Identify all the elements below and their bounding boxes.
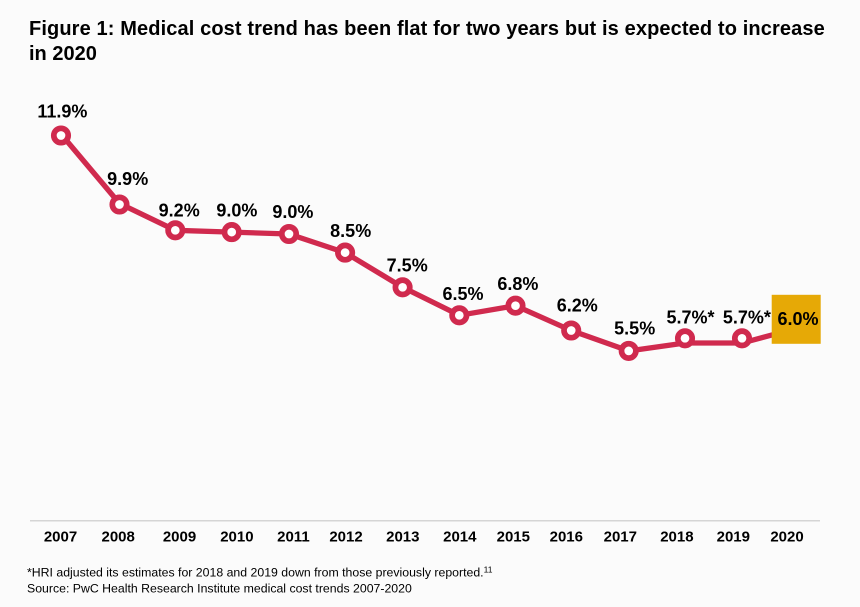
svg-text:6.2%: 6.2% bbox=[557, 296, 598, 316]
svg-text:2012: 2012 bbox=[329, 529, 362, 546]
svg-text:2007: 2007 bbox=[44, 529, 77, 546]
svg-text:11.9%: 11.9% bbox=[37, 102, 87, 122]
svg-text:9.0%: 9.0% bbox=[272, 202, 313, 222]
svg-text:2009: 2009 bbox=[163, 529, 196, 546]
svg-text:6.5%: 6.5% bbox=[442, 284, 483, 304]
svg-text:*HRI adjusted its estimates fo: *HRI adjusted its estimates for 2018 and… bbox=[27, 565, 493, 580]
svg-text:6.8%: 6.8% bbox=[497, 274, 538, 294]
svg-text:Figure 1: Medical cost trend h: Figure 1: Medical cost trend has been fl… bbox=[29, 18, 825, 40]
svg-text:2010: 2010 bbox=[220, 529, 253, 546]
svg-text:5.5%: 5.5% bbox=[614, 318, 655, 338]
svg-text:5.7%*: 5.7%* bbox=[723, 308, 771, 328]
svg-text:in 2020: in 2020 bbox=[29, 43, 97, 65]
svg-text:2014: 2014 bbox=[443, 529, 477, 546]
svg-text:5.7%*: 5.7%* bbox=[666, 308, 714, 328]
svg-text:2020: 2020 bbox=[770, 529, 803, 546]
svg-text:9.2%: 9.2% bbox=[159, 201, 200, 221]
svg-text:2011: 2011 bbox=[277, 529, 310, 546]
svg-text:2013: 2013 bbox=[386, 529, 419, 546]
svg-text:Source: PwC Health Research In: Source: PwC Health Research Institute me… bbox=[27, 582, 412, 596]
svg-text:7.5%: 7.5% bbox=[387, 255, 428, 275]
svg-text:9.0%: 9.0% bbox=[216, 200, 257, 220]
svg-text:2019: 2019 bbox=[717, 529, 750, 546]
svg-text:9.9%: 9.9% bbox=[107, 169, 148, 189]
svg-text:2018: 2018 bbox=[660, 529, 693, 546]
svg-text:6.0%: 6.0% bbox=[777, 309, 818, 329]
svg-text:2008: 2008 bbox=[102, 529, 135, 546]
svg-text:2015: 2015 bbox=[497, 529, 530, 546]
svg-text:2016: 2016 bbox=[550, 529, 583, 546]
svg-text:2017: 2017 bbox=[604, 529, 637, 546]
svg-text:8.5%: 8.5% bbox=[330, 221, 371, 241]
